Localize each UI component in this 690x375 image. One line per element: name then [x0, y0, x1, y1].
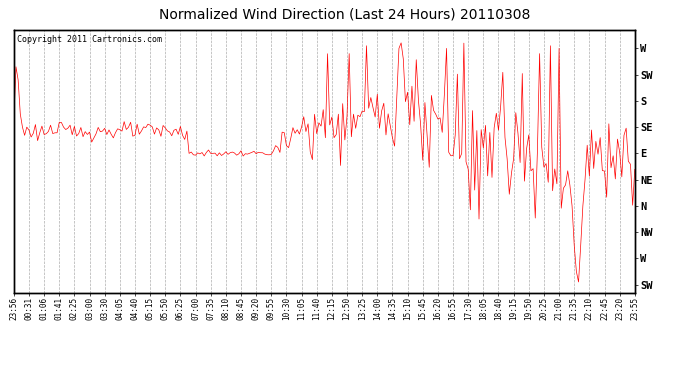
Text: Copyright 2011 Cartronics.com: Copyright 2011 Cartronics.com: [17, 35, 162, 44]
Text: Normalized Wind Direction (Last 24 Hours) 20110308: Normalized Wind Direction (Last 24 Hours…: [159, 8, 531, 21]
